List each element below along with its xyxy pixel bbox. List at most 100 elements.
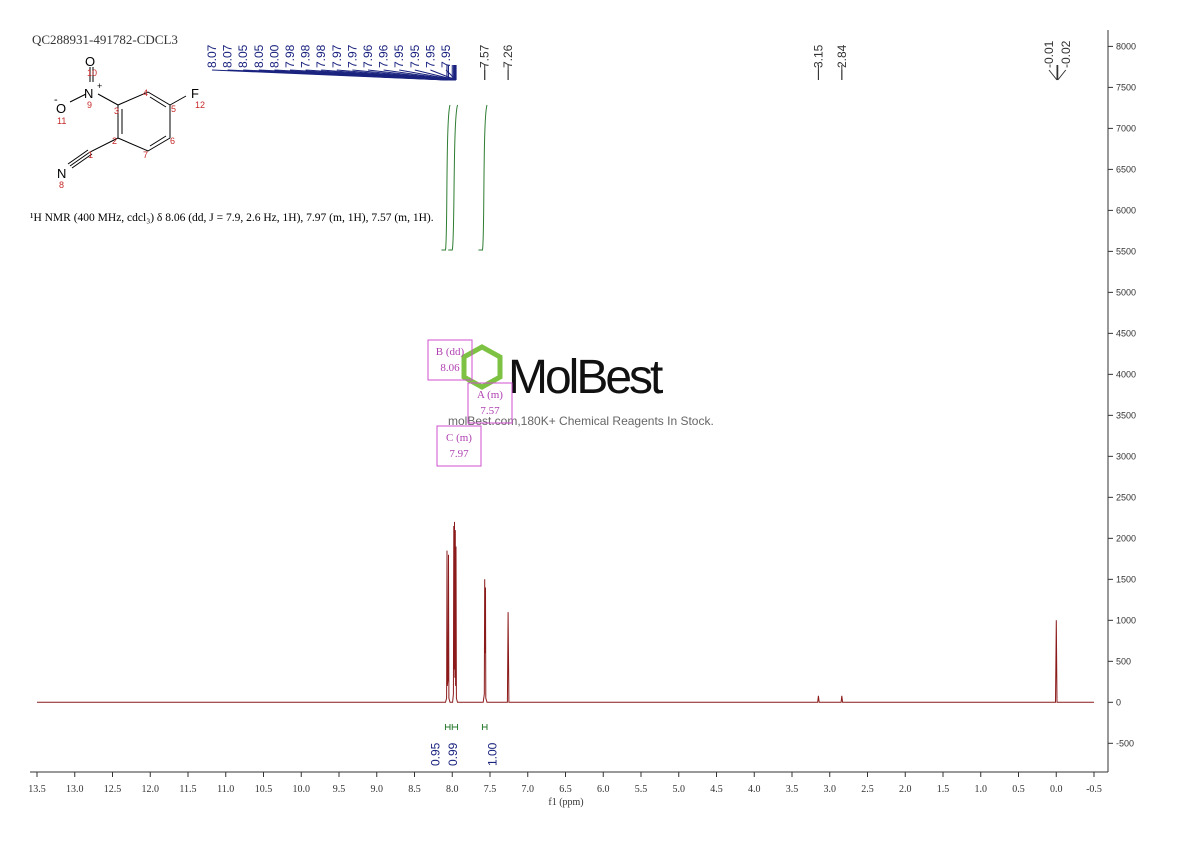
- y-tick-label: 3000: [1116, 451, 1136, 461]
- atom-number: 11: [57, 116, 66, 126]
- y-tick-label: 5000: [1116, 287, 1136, 297]
- x-tick-label: 0.0: [1050, 784, 1063, 795]
- atom-number: 5: [171, 104, 176, 114]
- atom-number: 4: [143, 88, 148, 98]
- atom-number: 10: [87, 68, 97, 78]
- peak-leader: [399, 69, 457, 81]
- x-axis-label: f1 (ppm): [548, 797, 583, 808]
- peak-label: -0.02: [1059, 40, 1073, 68]
- y-tick-label: 2500: [1116, 492, 1136, 502]
- x-tick-label: 8.0: [446, 784, 459, 795]
- y-tick-label: 6000: [1116, 205, 1136, 215]
- peak-label: 7.97: [330, 44, 344, 68]
- peak-label: 7.97: [345, 44, 359, 68]
- y-tick-label: 1000: [1116, 615, 1136, 625]
- atom-number: 12: [195, 100, 205, 110]
- x-tick-label: 11.0: [217, 784, 234, 795]
- x-tick-label: 0.5: [1012, 784, 1025, 795]
- x-tick-label: 4.5: [710, 784, 723, 795]
- x-tick-label: 3.5: [786, 784, 799, 795]
- x-tick-label: 8.5: [408, 784, 421, 795]
- x-tick-label: 5.5: [635, 784, 648, 795]
- description: ¹H NMR (400 MHz, cdcl₃) δ 8.06 (dd, J = …: [30, 212, 434, 224]
- multiplet-box: [467, 382, 513, 424]
- integral-value: 0.99: [446, 742, 460, 766]
- x-tick-label: 10.5: [255, 784, 273, 795]
- atom-label: O: [56, 101, 66, 116]
- peak-label: 7.96: [377, 44, 391, 68]
- multiplet-label: C (m): [446, 432, 472, 444]
- peak-leader: [1048, 69, 1058, 81]
- multiplet-shift: 7.57: [480, 405, 500, 417]
- x-tick-label: 10.0: [293, 784, 311, 795]
- peak-label: 7.98: [283, 44, 297, 68]
- x-tick-label: 9.5: [333, 784, 346, 795]
- watermark-brand: MolBest: [508, 351, 663, 404]
- peak-leader: [430, 69, 457, 81]
- x-tick-label: 7.5: [484, 784, 497, 795]
- peak-label: 7.26: [501, 44, 515, 68]
- x-tick-label: 2.5: [861, 784, 874, 795]
- multiplet-box: [436, 425, 482, 467]
- y-tick-label: -500: [1116, 738, 1134, 748]
- watermark: MolBest molBest.com,180K+ Chemical Reage…: [448, 344, 714, 428]
- x-tick-label: 6.5: [559, 784, 572, 795]
- x-tick-label: 13.5: [28, 784, 46, 795]
- peak-label: -0.01: [1042, 40, 1056, 68]
- watermark-tagline: molBest.com,180K+ Chemical Reagents In S…: [448, 414, 714, 428]
- y-tick-label: 6500: [1116, 164, 1136, 174]
- x-tick-label: 12.5: [104, 784, 122, 795]
- peak-label: 7.95: [423, 44, 437, 68]
- multiplet-shift: 7.97: [449, 448, 469, 460]
- x-tick-label: 5.0: [673, 784, 686, 795]
- multiplet-label: A (m): [477, 389, 503, 401]
- integral-bracket: [444, 724, 451, 730]
- x-tick-label: 1.5: [937, 784, 950, 795]
- peak-label: 7.98: [314, 44, 328, 68]
- peak-label: 7.98: [299, 44, 313, 68]
- integral-bracket: [481, 724, 488, 730]
- peak-leader: [1057, 69, 1067, 81]
- peak-leader: [383, 69, 456, 81]
- y-tick-label: 2000: [1116, 533, 1136, 543]
- molecule-bonds: [67, 67, 187, 169]
- multiplet-shift: 8.06: [440, 362, 460, 374]
- integral-curve: [448, 104, 459, 251]
- x-tick-label: 3.0: [824, 784, 837, 795]
- atom-number: 2: [112, 136, 117, 146]
- peak-label: 8.07: [221, 44, 235, 68]
- x-tick-label: 12.0: [142, 784, 160, 795]
- x-tick-label: -0.5: [1086, 784, 1102, 795]
- peak-label: 7.96: [361, 44, 375, 68]
- peak-label: 8.05: [236, 44, 250, 68]
- atom-number: 1: [88, 150, 93, 160]
- y-tick-label: 1500: [1116, 574, 1136, 584]
- atom-number: 6: [170, 136, 175, 146]
- x-tick-label: 9.0: [371, 784, 384, 795]
- peak-label: 8.00: [267, 44, 281, 68]
- x-tick-label: 6.0: [597, 784, 610, 795]
- y-tick-label: 7500: [1116, 82, 1136, 92]
- x-tick-label: 13.0: [66, 784, 84, 795]
- y-tick-label: 500: [1116, 656, 1131, 666]
- peak-label: 7.57: [478, 44, 492, 68]
- x-tick-label: 11.5: [179, 784, 196, 795]
- peak-label: 8.07: [205, 44, 219, 68]
- y-tick-label: 8000: [1116, 41, 1136, 51]
- peak-label: 3.15: [811, 44, 825, 68]
- atom-number: 7: [143, 150, 148, 160]
- multiplet-label: B (dd): [436, 346, 465, 358]
- peak-label: 2.84: [835, 44, 849, 68]
- y-tick-label: 5500: [1116, 246, 1136, 256]
- atom-label: -: [54, 94, 58, 106]
- atom-label: F: [191, 86, 199, 101]
- peak-label: 7.95: [392, 44, 406, 68]
- y-tick-label: 4000: [1116, 369, 1136, 379]
- x-tick-label: 4.0: [748, 784, 761, 795]
- x-tick-label: 2.0: [899, 784, 912, 795]
- spectrum: [37, 521, 1094, 703]
- atom-label: N: [84, 86, 93, 101]
- x-tick-label: 7.0: [522, 784, 535, 795]
